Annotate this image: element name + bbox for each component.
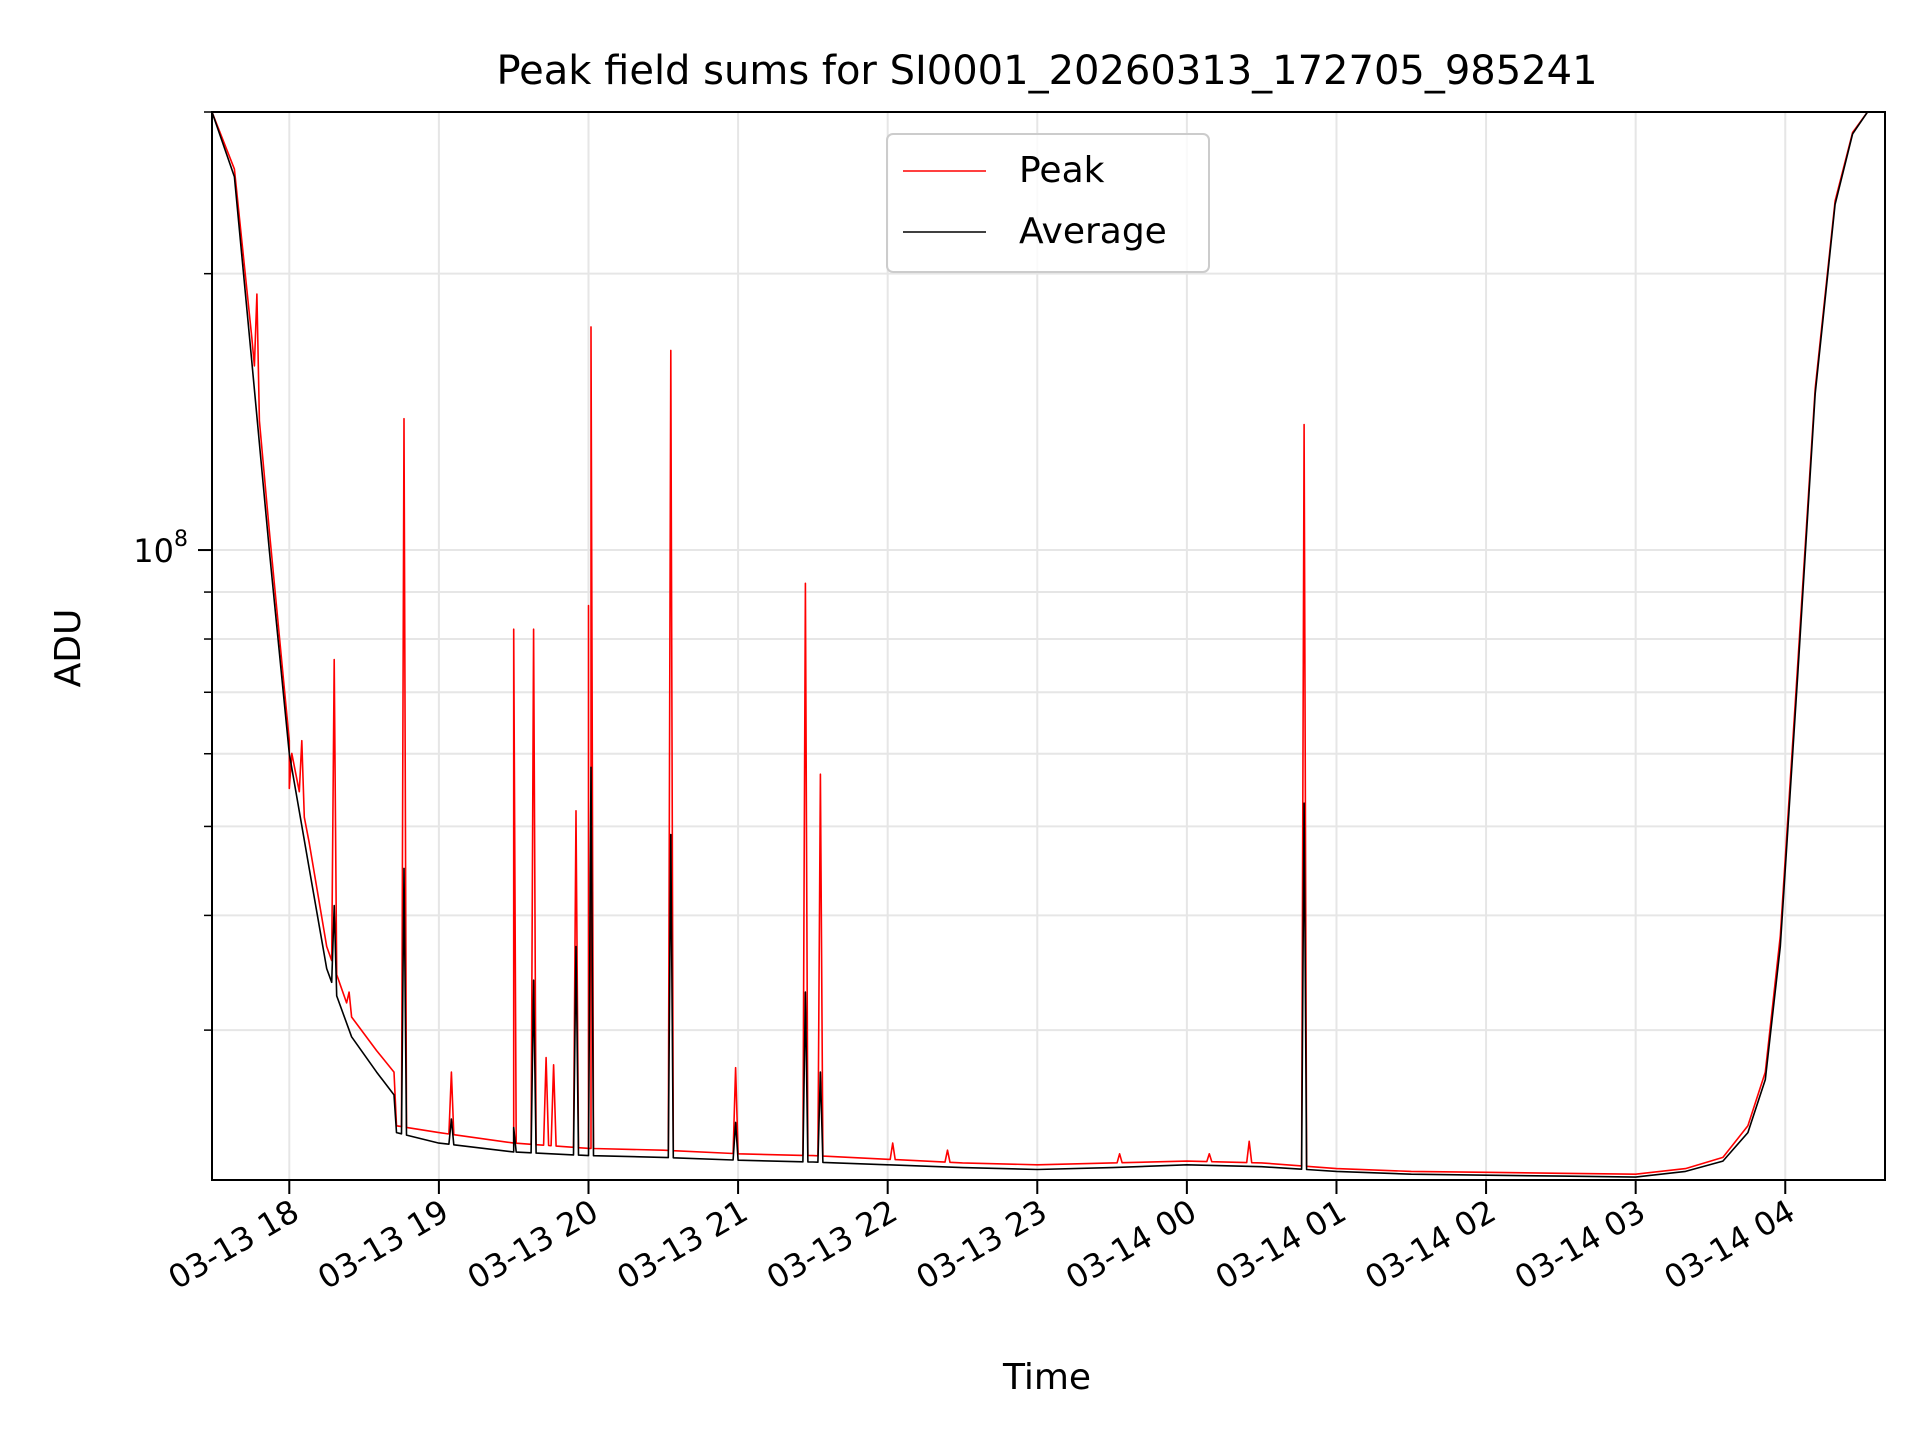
grid xyxy=(212,111,1885,1180)
legend: Peak Average xyxy=(886,133,1210,273)
y-axis-label: ADU xyxy=(48,609,89,688)
x-axis-label: Time xyxy=(1002,1357,1091,1398)
legend-box xyxy=(886,133,1210,273)
series-layer xyxy=(212,112,1885,1178)
y-tick-exponent: 8 xyxy=(174,527,188,552)
y-tick-base: 10 xyxy=(133,532,174,570)
y-axis: 108 xyxy=(133,111,212,1031)
legend-peak-label: Peak xyxy=(1019,150,1105,191)
series-line-average xyxy=(212,112,1885,1178)
chart-title: Peak field sums for SI0001_20260313_1727… xyxy=(496,48,1597,94)
plot-frame xyxy=(211,111,1886,1181)
y-major-tick-label: 108 xyxy=(133,527,188,570)
legend-average-label: Average xyxy=(1019,211,1167,252)
